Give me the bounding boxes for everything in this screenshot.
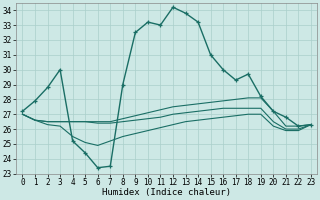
X-axis label: Humidex (Indice chaleur): Humidex (Indice chaleur) xyxy=(102,188,231,197)
